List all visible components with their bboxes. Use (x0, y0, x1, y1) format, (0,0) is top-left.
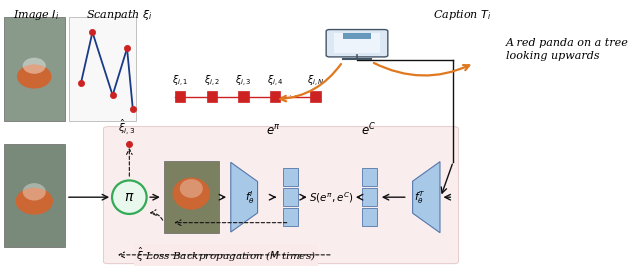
Text: $\pi$: $\pi$ (124, 190, 134, 204)
Bar (175, 91, 185, 102)
Bar (284, 188, 298, 206)
FancyBboxPatch shape (69, 18, 136, 121)
Text: · · ·: · · · (289, 92, 302, 101)
Text: Caption $T_i$: Caption $T_i$ (433, 8, 492, 22)
FancyBboxPatch shape (4, 144, 65, 247)
Text: Scanpath $\xi_i$: Scanpath $\xi_i$ (86, 8, 153, 22)
Ellipse shape (15, 188, 53, 215)
Text: $\xi_{i,3}$: $\xi_{i,3}$ (235, 74, 252, 89)
Text: $\hat{\xi}_{i,3}$: $\hat{\xi}_{i,3}$ (118, 117, 136, 137)
Bar (207, 91, 217, 102)
Bar (342, 33, 371, 38)
Ellipse shape (22, 58, 46, 74)
Bar (362, 168, 376, 186)
Text: $\xi_{i,2}$: $\xi_{i,2}$ (204, 74, 220, 89)
Ellipse shape (112, 180, 147, 214)
Bar (362, 188, 376, 206)
Text: $e^{\pi}$: $e^{\pi}$ (266, 124, 281, 138)
Bar (270, 91, 280, 102)
Ellipse shape (22, 183, 46, 201)
Bar (362, 208, 376, 226)
Bar (310, 91, 321, 102)
Ellipse shape (180, 179, 203, 198)
Bar (284, 168, 298, 186)
Polygon shape (231, 162, 257, 232)
Text: $\xi_{i,N}$: $\xi_{i,N}$ (307, 74, 324, 89)
Text: $\xi_{i,1}$: $\xi_{i,1}$ (172, 74, 188, 89)
Text: $e^C$: $e^C$ (362, 122, 377, 138)
Bar (334, 33, 380, 53)
Text: $S(e^{\pi},e^C)$: $S(e^{\pi},e^C)$ (308, 190, 353, 205)
Text: A red panda on a tree
looking upwards: A red panda on a tree looking upwards (506, 38, 628, 61)
Text: $f_{\theta}^T$: $f_{\theta}^T$ (414, 189, 426, 206)
FancyBboxPatch shape (164, 161, 219, 233)
Text: $\xi_{i,4}$: $\xi_{i,4}$ (267, 74, 284, 89)
FancyBboxPatch shape (326, 30, 388, 57)
Ellipse shape (173, 178, 210, 210)
FancyBboxPatch shape (104, 127, 458, 264)
Polygon shape (413, 162, 440, 233)
Bar (238, 91, 249, 102)
Bar (284, 208, 298, 226)
Text: Image $I_i$: Image $I_i$ (13, 8, 59, 22)
Text: $\hat{\xi}$ Loss Backpropagation ($M$ times): $\hat{\xi}$ Loss Backpropagation ($M$ ti… (136, 246, 316, 264)
Text: $f_{\theta}^I$: $f_{\theta}^I$ (245, 189, 255, 206)
FancyBboxPatch shape (4, 18, 65, 121)
Ellipse shape (17, 64, 52, 89)
